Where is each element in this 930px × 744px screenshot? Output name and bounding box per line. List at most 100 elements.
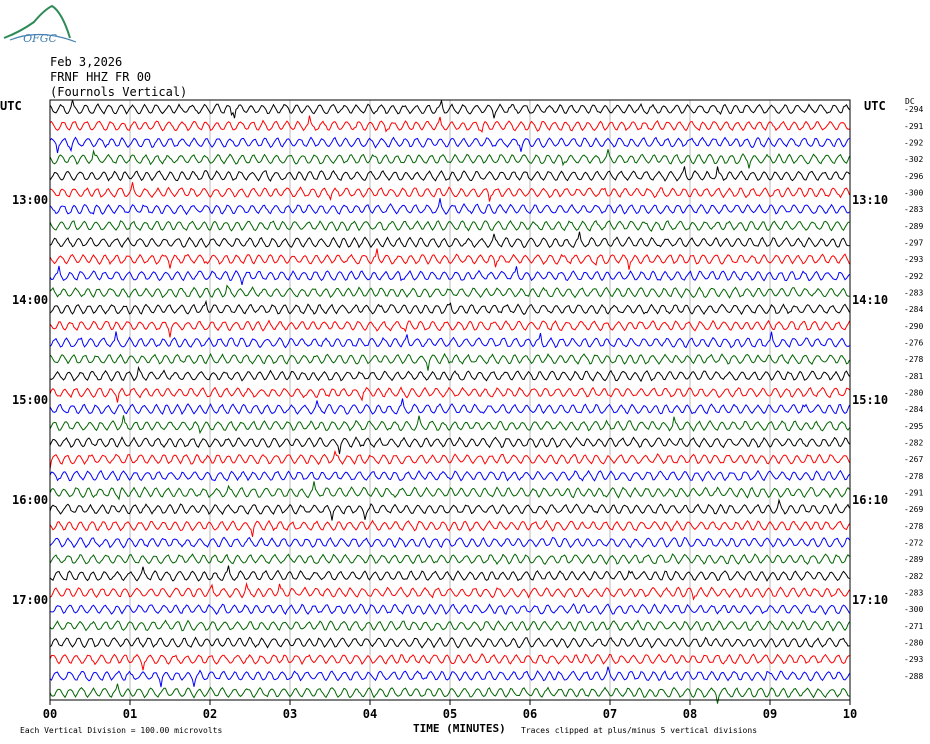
- right-hour-label: 16:10: [852, 493, 888, 507]
- axis-labels: 00 01 02 03 04 05 06 07 08 09 10 UTC UTC 13:00 13:10 14…: [0, 99, 888, 721]
- x-tick-label: 01: [123, 707, 137, 721]
- dc-offset-label: -281: [904, 372, 923, 381]
- trace-line: [49, 683, 850, 704]
- trace-line: [49, 519, 850, 537]
- dc-offset-label: -283: [904, 205, 923, 214]
- scale-note: Each Vertical Division = 100.00 microvol…: [20, 726, 223, 735]
- dc-offset-label: -291: [904, 122, 923, 131]
- dc-offset-label: -297: [904, 239, 923, 248]
- dc-offset-label: -293: [904, 255, 923, 264]
- chart-station: FRNF HHZ FR 00: [50, 70, 152, 84]
- dc-offset-label: -267: [904, 455, 923, 464]
- logo-text: OFGC: [23, 32, 57, 45]
- dc-offset-label: -302: [904, 155, 923, 164]
- dc-offset-label: -284: [904, 405, 923, 414]
- dc-offset-label: -291: [904, 489, 923, 498]
- trace-line: [49, 198, 850, 216]
- x-tick-label: 05: [443, 707, 457, 721]
- trace-line: [49, 219, 850, 232]
- dc-offset-label: -280: [904, 639, 923, 648]
- trace-line: [49, 653, 850, 671]
- grid-lines: [49, 100, 851, 705]
- left-hour-label: 16:00: [12, 493, 48, 507]
- ofgc-logo: OFGC: [3, 4, 77, 45]
- trace-line: [49, 265, 850, 286]
- dc-offset-label: -300: [904, 605, 923, 614]
- trace-line: [49, 666, 850, 688]
- right-hour-label: 13:10: [852, 193, 888, 207]
- dc-offset-label: -295: [904, 422, 923, 431]
- dc-offset-label: -300: [904, 189, 923, 198]
- dc-offset-label: -280: [904, 389, 923, 398]
- trace-line: [49, 553, 850, 566]
- trace-line: [49, 449, 850, 470]
- trace-line: [49, 331, 850, 349]
- logo-mountain-icon: [3, 4, 71, 39]
- dc-offset-label: -272: [904, 539, 923, 548]
- dc-offset-label: -283: [904, 589, 923, 598]
- dc-offset-label: -282: [904, 572, 923, 581]
- x-tick-label: 07: [603, 707, 617, 721]
- trace-line: [49, 166, 850, 182]
- trace-line: [49, 136, 850, 154]
- dc-offset-label: -294: [904, 105, 923, 114]
- trace-line: [49, 415, 850, 435]
- trace-line: [49, 581, 850, 601]
- x-tick-label: 10: [843, 707, 857, 721]
- trace-line: [49, 299, 850, 316]
- trace-line: [49, 603, 850, 616]
- dc-offset-label: -282: [904, 439, 923, 448]
- x-axis-title: TIME (MINUTES): [413, 722, 506, 735]
- dc-title: DC: [905, 97, 915, 106]
- left-axis-title: UTC: [0, 99, 22, 113]
- x-tick-label: 08: [683, 707, 697, 721]
- trace-line: [49, 498, 850, 521]
- dc-offset-label: -269: [904, 505, 923, 514]
- x-tick-label: 06: [523, 707, 537, 721]
- left-hour-label: 14:00: [12, 293, 48, 307]
- left-hour-label: 15:00: [12, 393, 48, 407]
- left-hour-label: 17:00: [12, 593, 48, 607]
- left-hour-label: 13:00: [12, 193, 48, 207]
- trace-line: [49, 319, 850, 338]
- trace-line: [49, 481, 850, 501]
- trace-line: [49, 386, 850, 403]
- dc-offset-label: -289: [904, 222, 923, 231]
- trace-line: [49, 365, 850, 383]
- dc-offset-label: -276: [904, 339, 923, 348]
- right-hour-label: 14:10: [852, 293, 888, 307]
- dc-offset-label: -293: [904, 655, 923, 664]
- chart-date: Feb 3,2026: [50, 55, 123, 69]
- right-hour-label: 17:10: [852, 593, 888, 607]
- x-tick-label: 04: [363, 707, 377, 721]
- x-tick-label: 09: [763, 707, 777, 721]
- clip-note: Traces clipped at plus/minus 5 vertical …: [521, 726, 758, 735]
- trace-line: [49, 284, 850, 299]
- dc-offset-label: -278: [904, 472, 923, 481]
- trace-line: [49, 99, 850, 119]
- dc-offset-label: -288: [904, 672, 923, 681]
- dc-offset-label: -271: [904, 622, 923, 631]
- trace-line: [49, 636, 850, 649]
- right-hour-label: 15:10: [852, 393, 888, 407]
- dc-offset-label: -278: [904, 522, 923, 531]
- trace-line: [50, 182, 850, 202]
- dc-offset-label: -289: [904, 555, 923, 564]
- trace-line: [49, 536, 850, 549]
- trace-line: [49, 149, 850, 169]
- dc-offset-label: -290: [904, 322, 923, 331]
- dc-offset-label: -296: [904, 172, 923, 181]
- trace-line: [49, 398, 850, 416]
- trace-line: [49, 565, 850, 582]
- dc-offset-label: -283: [904, 289, 923, 298]
- trace-line: [49, 231, 850, 249]
- trace-line: [49, 436, 850, 455]
- dc-offset-label: -292: [904, 139, 923, 148]
- dc-labels: DC-294 -291 -292 -302 -296 -300 -283 -289 -297 -2…: [904, 97, 923, 681]
- dc-offset-label: -292: [904, 272, 923, 281]
- plot-frame: [49, 99, 851, 701]
- trace-line: [49, 619, 850, 632]
- dc-offset-label: -278: [904, 355, 923, 364]
- x-tick-label: 03: [283, 707, 297, 721]
